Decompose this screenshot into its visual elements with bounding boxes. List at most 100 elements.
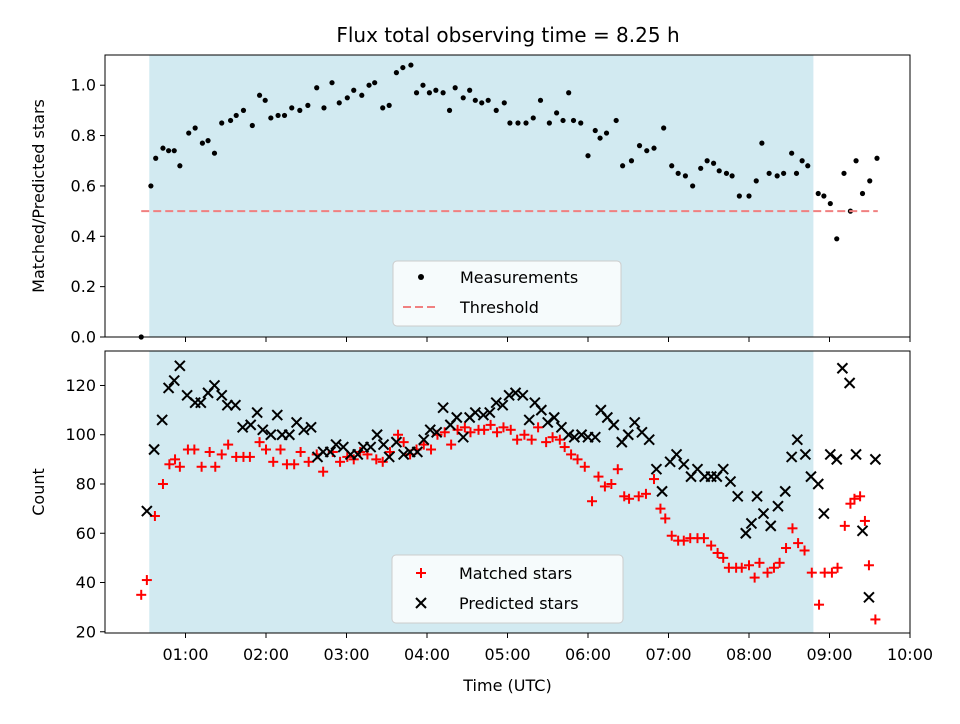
y-tick-label: 0.8 [71,126,96,145]
measurement-point [661,125,667,131]
predicted-point [745,517,758,530]
matched-point [787,523,798,534]
measurement-point [314,85,320,91]
matched-point [541,437,552,448]
measurement-point [426,90,433,96]
matched-point [839,520,850,531]
counts-marks [136,360,882,625]
predicted-point [643,433,655,446]
matched-point [426,444,437,455]
matched-point [519,429,530,440]
predicted-point-b [216,389,228,402]
predicted-point-b [717,463,729,475]
matched-point [136,589,147,600]
measurement-point [227,117,234,124]
predicted-point [656,485,668,498]
measurement-point [289,105,295,111]
measurement-point [233,112,239,119]
predicted-point [251,406,263,419]
predicted-point-b [824,448,837,461]
predicted-point-b [298,424,310,436]
predicted-point [724,475,737,488]
matched-point [606,478,617,489]
measurement-point [793,170,800,176]
x-tick-label: 05:00 [484,645,530,664]
measurement-point [366,82,372,88]
measurement-point [729,173,735,179]
predicted-point [168,374,180,387]
legend-matched-label: Matched stars [459,564,572,583]
predicted-point-b [371,429,383,441]
predicted-point [812,478,824,490]
matched-point [559,442,570,453]
predicted-point [298,424,310,436]
predicted-point-b [162,382,175,394]
measurement-point [400,64,406,71]
predicted-point [831,453,843,466]
predicted-point-b [195,397,207,409]
predicted-point-b [174,360,186,372]
predicted-point [836,362,849,374]
matched-point [398,437,409,448]
matched-point [781,543,792,554]
predicted-point [843,377,856,389]
predicted-point [229,399,242,411]
measurement-point [753,178,759,184]
x-tick-label: 09:00 [806,645,852,664]
matched-point [498,422,509,433]
matched-point [799,545,810,556]
matched-point [612,464,623,475]
predicted-point-b [330,438,342,451]
matched-point [268,456,279,467]
predicted-point-b [799,448,812,461]
measurement-point [380,105,386,111]
predicted-point [772,500,784,512]
predicted-point [156,414,168,426]
predicted-point [236,421,249,434]
predicted-point [535,404,548,416]
predicted-point-b [337,441,349,453]
predicted-point-b [181,389,193,402]
predicted-point [799,448,812,461]
matched-point [547,432,558,443]
predicted-point-b [529,397,541,409]
measurement-point [281,112,288,119]
measurement-point [613,117,619,124]
matched-point [303,456,314,467]
predicted-point [437,401,449,414]
predicted-point [484,406,496,419]
predicted-point-b [751,490,763,503]
predicted-point [628,416,641,429]
measurement-point [199,140,206,146]
predicted-point [208,379,221,392]
measurement-point [148,183,154,189]
matched-point [512,434,523,445]
predicted-point [765,520,777,532]
predicted-point [174,360,186,372]
measurement-point [578,120,584,126]
predicted-point-b [812,478,824,490]
measurement-point [799,158,805,164]
predicted-point-b [352,448,364,461]
predicted-point [824,448,837,461]
predicted-point [397,448,410,461]
measurement-point [153,155,159,161]
matched-point [624,493,635,504]
predicted-point-b [818,507,830,520]
predicted-point [352,448,364,461]
x-axis-label: Time (UTC) [462,676,551,695]
measurement-point [240,107,247,113]
matched-point [189,444,200,455]
matched-point [587,496,598,507]
measurement-point [460,95,466,101]
matched-point [275,444,286,455]
y-tick-label: 0.2 [71,277,96,296]
measurement-point [597,135,603,141]
matched-point [870,614,881,625]
measurement-point [249,122,255,129]
legend-x-glyph [415,597,427,609]
measurement-point [165,148,172,154]
predicted-point-b [324,446,337,458]
predicted-point-b [650,463,663,475]
